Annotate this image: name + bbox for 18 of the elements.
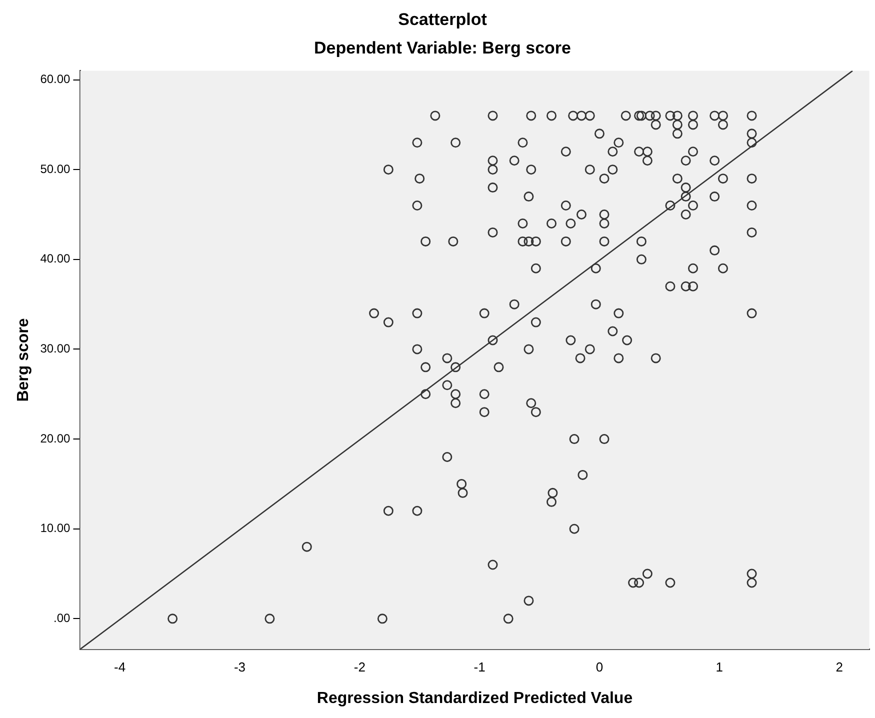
y-tick-label: 50.00 xyxy=(40,162,71,176)
x-tick-label: -2 xyxy=(354,660,366,675)
y-tick-label: 10.00 xyxy=(40,521,71,536)
y-axis-title: Berg score xyxy=(15,318,32,402)
x-axis-title: Regression Standardized Predicted Value xyxy=(316,690,633,707)
x-tick-label: 0 xyxy=(596,660,604,675)
x-tick-label: -3 xyxy=(234,660,246,675)
chart-title: Scatterplot xyxy=(398,10,488,29)
x-tick-label: 1 xyxy=(716,660,724,675)
y-tick-label: .00 xyxy=(54,610,71,625)
chart-subtitle: Dependent Variable: Berg score xyxy=(314,38,571,58)
x-tick-label: -1 xyxy=(474,660,486,675)
x-tick-label: -4 xyxy=(114,660,126,675)
y-tick-label: 60.00 xyxy=(40,72,71,86)
y-tick-label: 20.00 xyxy=(40,431,71,446)
y-tick-label: 40.00 xyxy=(40,252,71,266)
y-tick-label: 30.00 xyxy=(40,342,71,356)
x-tick-label: 2 xyxy=(836,660,843,675)
